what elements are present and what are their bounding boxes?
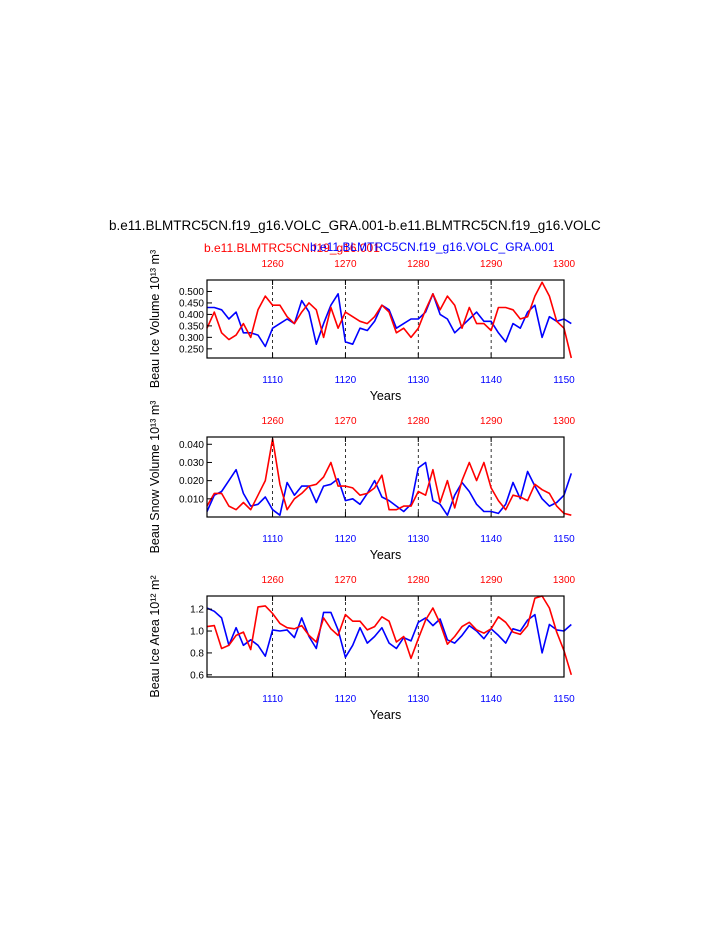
y-tick-label: 0.450 xyxy=(179,298,204,309)
x-tick-label-top: 1260 xyxy=(261,416,284,427)
y-axis-label: Beau Snow Volume 10¹³ m³ xyxy=(148,401,162,554)
y-tick-label: 0.040 xyxy=(179,440,204,451)
y-axis-label: Beau Ice Volume 10¹³ m³ xyxy=(148,250,162,388)
x-tick-label-bottom: 1120 xyxy=(335,375,357,386)
x-tick-label-top: 1280 xyxy=(407,259,430,270)
x-tick-label-top: 1270 xyxy=(334,416,357,427)
figure-title: b.e11.BLMTRC5CN.f19_g16.VOLC_GRA.001-b.e… xyxy=(109,218,601,233)
series-line-blue xyxy=(206,607,572,659)
panel-2: 0.010 0.020 0.030 0.040 1110 1120 1130 1140 1150… xyxy=(148,401,576,562)
x-tick-label-top: 1280 xyxy=(407,416,430,427)
x-axis-label: Years xyxy=(370,548,402,562)
x-tick-label-bottom: 1120 xyxy=(335,694,357,705)
series-line-red xyxy=(206,437,572,516)
y-tick-label: 1.0 xyxy=(190,627,204,638)
x-tick-label-bottom: 1110 xyxy=(262,375,283,386)
x-tick-label-top: 1290 xyxy=(480,575,503,586)
x-tick-label-bottom: 1140 xyxy=(480,534,502,545)
x-axis-label: Years xyxy=(370,708,402,722)
y-tick-label: 0.500 xyxy=(179,287,204,298)
x-tick-label-top: 1290 xyxy=(480,416,503,427)
x-tick-label-bottom: 1130 xyxy=(408,694,430,705)
y-tick-label: 1.2 xyxy=(190,605,204,616)
x-tick-label-top: 1280 xyxy=(407,575,430,586)
x-tick-label-top: 1270 xyxy=(334,575,357,586)
x-tick-label-top: 1260 xyxy=(261,575,284,586)
plot-frame xyxy=(206,279,565,359)
legend-blue-label: b.e11.BLMTRC5CN.f19_g16.VOLC_GRA.001 xyxy=(310,240,555,254)
x-tick-label-top: 1300 xyxy=(553,259,576,270)
x-tick-label-bottom: 1110 xyxy=(262,534,283,545)
y-tick-label: 0.400 xyxy=(179,310,204,321)
y-tick-label: 0.8 xyxy=(190,648,204,659)
x-tick-label-top: 1300 xyxy=(553,416,576,427)
y-axis-label: Beau Ice Area 10¹² m² xyxy=(148,575,162,697)
x-tick-label-top: 1290 xyxy=(480,259,503,270)
series-line-red xyxy=(206,281,573,359)
x-tick-label-bottom: 1140 xyxy=(480,375,502,386)
x-tick-label-top: 1270 xyxy=(334,259,357,270)
x-tick-label-bottom: 1150 xyxy=(553,534,575,545)
y-tick-label: 0.350 xyxy=(179,321,204,332)
x-tick-label-bottom: 1110 xyxy=(262,694,283,705)
plot-frame xyxy=(206,436,565,518)
series-line-red xyxy=(206,595,573,676)
y-tick-label: 0.300 xyxy=(179,333,204,344)
y-tick-label: 0.6 xyxy=(190,670,204,681)
x-tick-label-bottom: 1130 xyxy=(408,534,430,545)
x-tick-label-top: 1260 xyxy=(261,259,284,270)
x-axis-label: Years xyxy=(370,389,402,403)
x-tick-label-bottom: 1150 xyxy=(553,375,575,386)
x-tick-label-bottom: 1120 xyxy=(335,534,357,545)
plot-frame xyxy=(206,595,565,678)
series-line-blue xyxy=(206,461,573,517)
series-line-blue xyxy=(207,292,572,348)
x-tick-label-bottom: 1140 xyxy=(480,694,502,705)
x-tick-label-bottom: 1130 xyxy=(408,375,430,386)
x-tick-label-bottom: 1150 xyxy=(553,694,575,705)
y-tick-label: 0.010 xyxy=(179,494,204,505)
x-tick-label-top: 1300 xyxy=(553,575,576,586)
y-tick-label: 0.030 xyxy=(179,458,204,469)
panel-3: 0.6 0.8 1.0 1.2 1110 1120 1130 1140 1150 1260 1270… xyxy=(148,575,576,722)
legend-red-label: b.e11.BLMTRC5CN.f19_g16.001 xyxy=(204,241,380,255)
y-tick-label: 0.020 xyxy=(179,476,204,487)
y-tick-label: 0.250 xyxy=(179,344,204,355)
